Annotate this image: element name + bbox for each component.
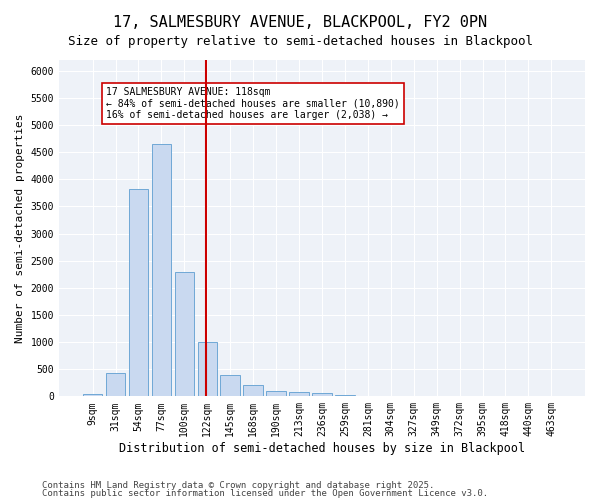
Bar [220,374,240,396]
Bar [289,392,309,396]
Bar [335,395,355,396]
Text: Contains HM Land Registry data © Crown copyright and database right 2025.: Contains HM Land Registry data © Crown c… [42,481,434,490]
X-axis label: Distribution of semi-detached houses by size in Blackpool: Distribution of semi-detached houses by … [119,442,525,455]
Text: 17, SALMESBURY AVENUE, BLACKPOOL, FY2 0PN: 17, SALMESBURY AVENUE, BLACKPOOL, FY2 0P… [113,15,487,30]
Bar [312,394,332,396]
Bar [197,342,217,396]
Bar [175,272,194,396]
Bar [106,373,125,396]
Y-axis label: Number of semi-detached properties: Number of semi-detached properties [15,114,25,343]
Bar [83,394,103,396]
Text: 17 SALMESBURY AVENUE: 118sqm
← 84% of semi-detached houses are smaller (10,890)
: 17 SALMESBURY AVENUE: 118sqm ← 84% of se… [106,87,400,120]
Text: Size of property relative to semi-detached houses in Blackpool: Size of property relative to semi-detach… [67,35,533,48]
Bar [244,385,263,396]
Bar [129,189,148,396]
Bar [152,144,171,396]
Bar [266,391,286,396]
Text: Contains public sector information licensed under the Open Government Licence v3: Contains public sector information licen… [42,488,488,498]
